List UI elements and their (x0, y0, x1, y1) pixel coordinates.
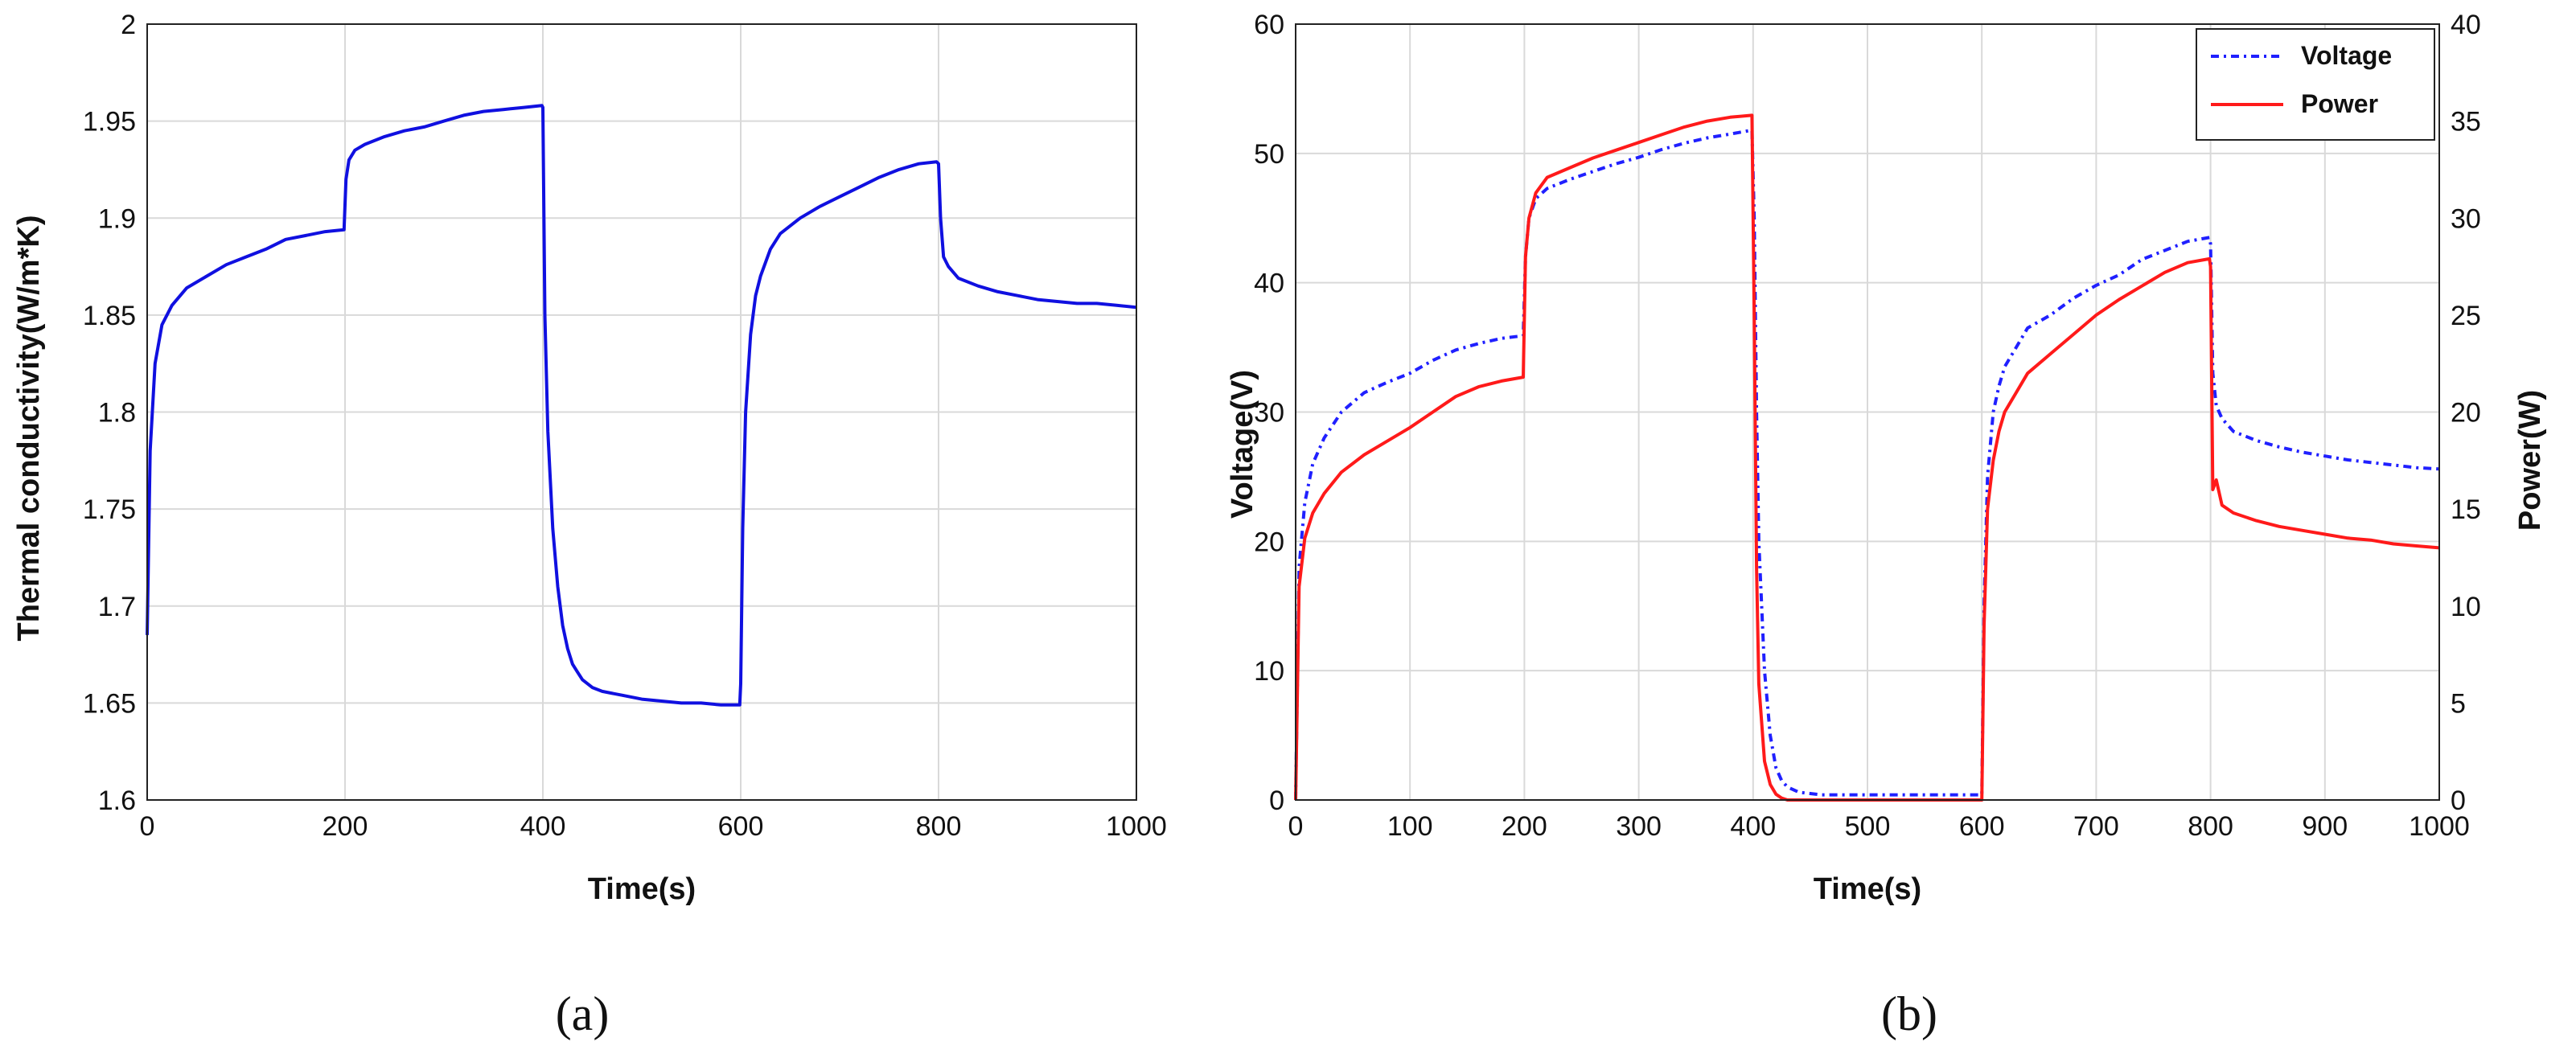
panel-a-chart: 0 200 400 600 800 1000 1.6 1.65 1.7 1.75 1.8 1.85 1.… (12, 10, 1167, 906)
panel-a-y-axis-label: Thermal conductivity(W/m*K) (12, 215, 46, 642)
panel-b-voltage-line (1294, 128, 2440, 801)
panel-b-x-tick-label: 900 (2302, 811, 2348, 842)
panel-a-thermal-conductivity-line (146, 104, 1137, 707)
panel-b-x-tick-label: 700 (2073, 811, 2119, 842)
panel-a-x-tick-label: 800 (916, 811, 962, 842)
panel-b-y2-tick-label: 5 (2451, 688, 2466, 719)
panel-b-y-tick-label: 40 (1254, 269, 1284, 299)
panel-b-x-tick-label: 500 (1845, 811, 1891, 842)
panel-a-y-tick-label: 1.75 (83, 494, 136, 525)
panel-b-chart: 0 100 200 300 400 500 600 700 800 900 100001020304… (1226, 10, 2547, 906)
panel-a-y-tick-label: 1.6 (98, 786, 136, 816)
panel-b-y-tick-label: 0 (1269, 786, 1284, 816)
panel-b-y2-tick-label: 10 (2451, 592, 2481, 622)
panel-b-x-tick-label: 1000 (2409, 811, 2470, 842)
panel-b-y-tick-label: 20 (1254, 527, 1284, 557)
legend-box (2196, 28, 2435, 141)
panel-a-x-tick-label: 1000 (1106, 811, 1167, 842)
panel-a-x-tick-label: 600 (718, 811, 764, 842)
panel-a-y-tick-label: 2 (121, 10, 136, 40)
panel-a-grid (146, 23, 1137, 801)
panel-a-x-tick-label: 0 (140, 811, 155, 842)
panel-b-y2-tick-label: 35 (2451, 107, 2481, 137)
legend-label-power: Power (2301, 89, 2378, 118)
panel-a-x-axis-label: Time(s) (588, 872, 696, 906)
panel-b-x-tick-label: 600 (1959, 811, 2005, 842)
panel-b-plot-frame (1295, 23, 2440, 801)
panel-b-y2-tick-label: 0 (2451, 786, 2466, 816)
panel-b-y-axis-label: Voltage(V) (1226, 370, 1259, 519)
panel-b-y2-tick-label: 15 (2451, 494, 2481, 525)
panel-b-ticks: 0 100 200 300 400 500 600 700 800 900 100001020304… (1254, 10, 2481, 842)
panel-a-y-tick-label: 1.65 (83, 688, 136, 719)
panel-a-lines (146, 104, 1137, 707)
panel-b-x-tick-label: 300 (1616, 811, 1662, 842)
panel-b-y2-tick-label: 25 (2451, 301, 2481, 331)
panel-b-y-tick-label: 50 (1254, 139, 1284, 170)
panel-b-x-tick-label: 400 (1730, 811, 1776, 842)
panel-a-plot-frame (146, 23, 1137, 801)
panel-b-y2-tick-label: 30 (2451, 203, 2481, 234)
panel-b-y2-tick-label: 20 (2451, 398, 2481, 429)
panel-a-y-tick-label: 1.85 (83, 301, 136, 331)
legend-label-voltage: Voltage (2301, 41, 2392, 70)
panel-b-x-tick-label: 800 (2188, 811, 2233, 842)
panel-b-y2-tick-label: 40 (2451, 10, 2481, 40)
panel-a-label: (a) (556, 987, 610, 1040)
panel-b-x-tick-label: 200 (1502, 811, 1547, 842)
panel-b-y2-axis-label: Power(W) (2513, 390, 2547, 531)
panel-b-x-tick-label: 100 (1387, 811, 1433, 842)
panel-a-ticks: 0 200 400 600 800 1000 1.6 1.65 1.7 1.75 1.8 1.85 1.… (83, 10, 1167, 842)
panel-b-y-tick-label: 10 (1254, 656, 1284, 687)
panel-a-x-tick-label: 200 (323, 811, 368, 842)
panel-b-y-tick-label: 60 (1254, 10, 1284, 40)
panel-b-y-tick-label: 30 (1254, 398, 1284, 429)
panel-a-y-tick-label: 1.8 (98, 398, 136, 429)
panel-a-y-tick-label: 1.7 (98, 592, 136, 622)
panel-a-x-tick-label: 400 (520, 811, 566, 842)
panel-b-x-axis-label: Time(s) (1814, 872, 1921, 906)
panel-a-y-tick-label: 1.9 (98, 203, 136, 234)
panel-b-label: (b) (1881, 987, 1937, 1040)
panel-a-y-tick-label: 1.95 (83, 107, 136, 137)
panel-b-x-tick-label: 0 (1288, 811, 1304, 842)
panel-b-legend: Voltage Power (2196, 28, 2435, 141)
